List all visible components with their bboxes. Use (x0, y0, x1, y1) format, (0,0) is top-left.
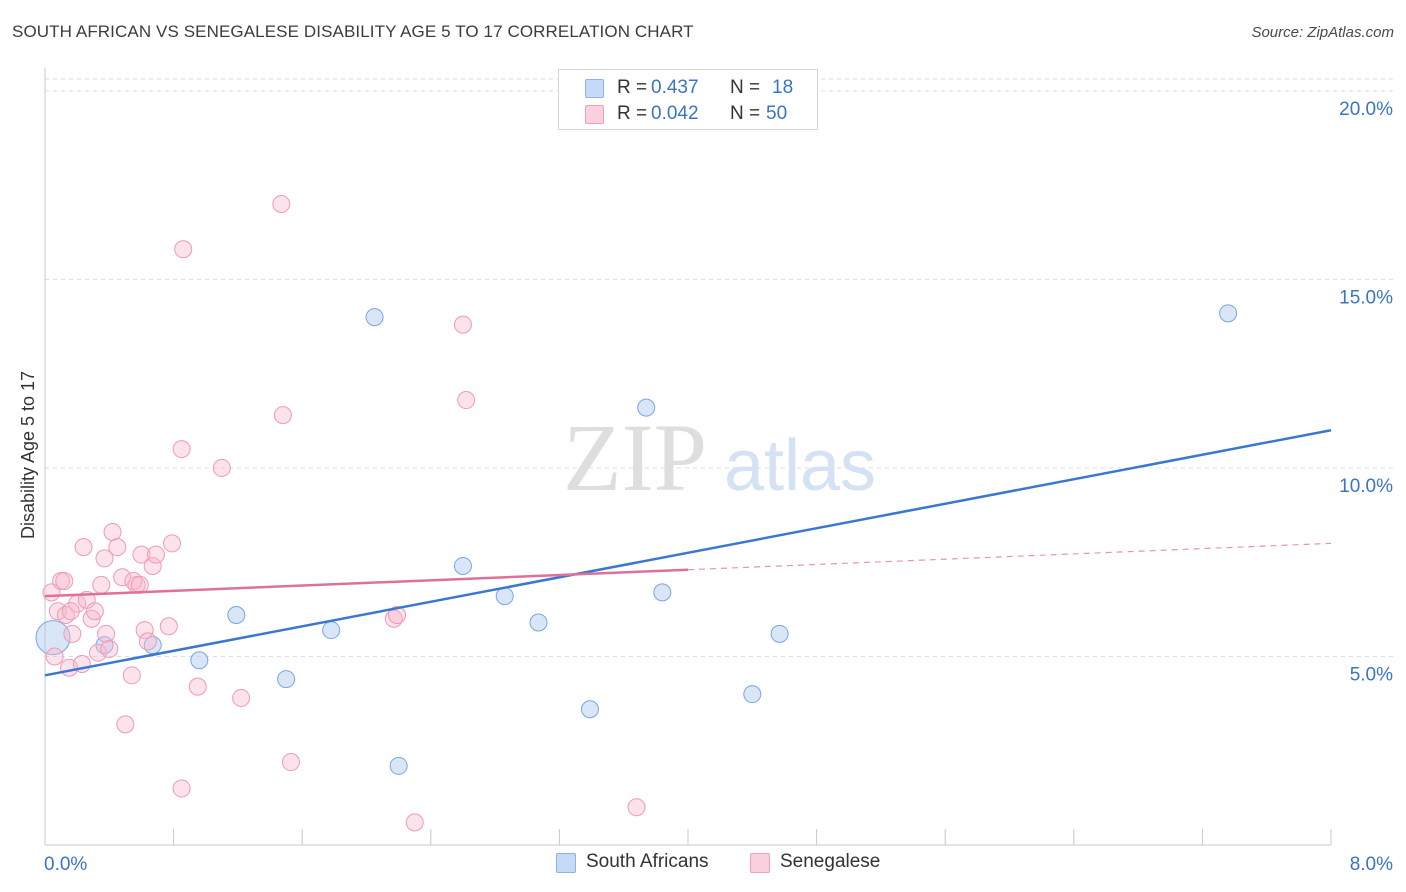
legend-r-label: R = (617, 103, 648, 124)
senegalese-point (108, 538, 127, 557)
senegalese-point (172, 779, 191, 798)
senegalese-point (97, 624, 116, 643)
senegalese-point (122, 666, 141, 685)
series-swatch-south-africans (556, 853, 576, 873)
watermark-atlas: atlas (724, 426, 876, 506)
south-africans-point (277, 670, 296, 689)
senegalese-point (457, 391, 476, 410)
senegalese-point (146, 545, 165, 564)
x-tick-label-min: 0.0% (44, 854, 87, 875)
senegalese-point (103, 523, 122, 542)
south-africans-point (580, 700, 599, 719)
senegalese-point (143, 556, 162, 575)
senegalese-point (453, 315, 472, 334)
chart-title: SOUTH AFRICAN VS SENEGALESE DISABILITY A… (12, 22, 694, 41)
y-tick-label: 15.0% (1339, 287, 1393, 308)
south-africans-point (1219, 304, 1238, 323)
legend-r-label: R = (617, 77, 648, 98)
senegalese-point (172, 440, 191, 459)
south-africans-point (322, 621, 341, 640)
south-africans-point (453, 556, 472, 575)
south-africans-point (389, 756, 408, 775)
senegalese-point (116, 715, 135, 734)
south-africans-point (529, 613, 548, 632)
senegalese-point (92, 575, 111, 594)
senegalese-point (95, 549, 114, 568)
senegalese-point (61, 602, 80, 621)
senegalese-point (174, 240, 193, 259)
senegalese-trend-line-extension (687, 542, 1332, 571)
south-africans-point (770, 624, 789, 643)
south-africans-point (227, 605, 246, 624)
legend-r-value: 0.042 (651, 103, 699, 124)
legend-n-label: N = (730, 77, 761, 98)
source-label: Source: ZipAtlas.com (1251, 24, 1394, 41)
y-tick-label: 10.0% (1339, 476, 1393, 497)
senegalese-point (273, 406, 292, 425)
senegalese-point (85, 602, 104, 621)
senegalese-point (63, 624, 82, 643)
watermark-zip: ZIP (563, 404, 707, 511)
senegalese-point (272, 194, 291, 213)
senegalese-point (388, 605, 407, 624)
legend-swatch-south-africans (585, 79, 604, 98)
south-africans-point (743, 685, 762, 704)
south-africans-point (653, 583, 672, 602)
series-label-south-africans: South Africans (586, 851, 709, 872)
series-swatch-senegalese (750, 853, 770, 873)
senegalese-point (188, 677, 207, 696)
senegalese-point (281, 753, 300, 772)
senegalese-point (45, 647, 64, 666)
correlation-legend: R = 0.437 N = 18 R = 0.042 N = 50 (558, 69, 818, 130)
south-africans-point (190, 651, 209, 670)
south-africans-point (495, 587, 514, 606)
senegalese-point (113, 568, 132, 587)
senegalese-point (232, 688, 251, 707)
senegalese-point (74, 538, 93, 557)
legend-n-label: N = (730, 103, 761, 124)
south-africans-point (35, 620, 71, 656)
south-africans-trend-line (44, 428, 1332, 677)
series-label-senegalese: Senegalese (780, 851, 881, 872)
senegalese-point (162, 534, 181, 553)
legend-r-value: 0.437 (651, 77, 699, 98)
senegalese-point (55, 572, 74, 591)
x-tick-label-max: 8.0% (1350, 854, 1393, 875)
senegalese-point (100, 639, 119, 658)
senegalese-point (627, 798, 646, 817)
south-africans-point (637, 398, 656, 417)
senegalese-point (135, 621, 154, 640)
senegalese-point (138, 632, 157, 651)
senegalese-point (132, 545, 151, 564)
senegalese-point (405, 813, 424, 832)
y-tick-label: 5.0% (1350, 664, 1393, 685)
y-tick-label: 20.0% (1339, 99, 1393, 120)
senegalese-trend-line (44, 568, 689, 598)
senegalese-point (212, 458, 231, 477)
legend-n-value: 50 (766, 103, 788, 124)
legend-n-value: 18 (772, 77, 794, 98)
senegalese-point (89, 643, 108, 662)
y-axis-label: Disability Age 5 to 17 (18, 371, 38, 539)
legend-swatch-senegalese (585, 105, 604, 124)
south-africans-point (365, 308, 384, 327)
senegalese-point (159, 617, 178, 636)
